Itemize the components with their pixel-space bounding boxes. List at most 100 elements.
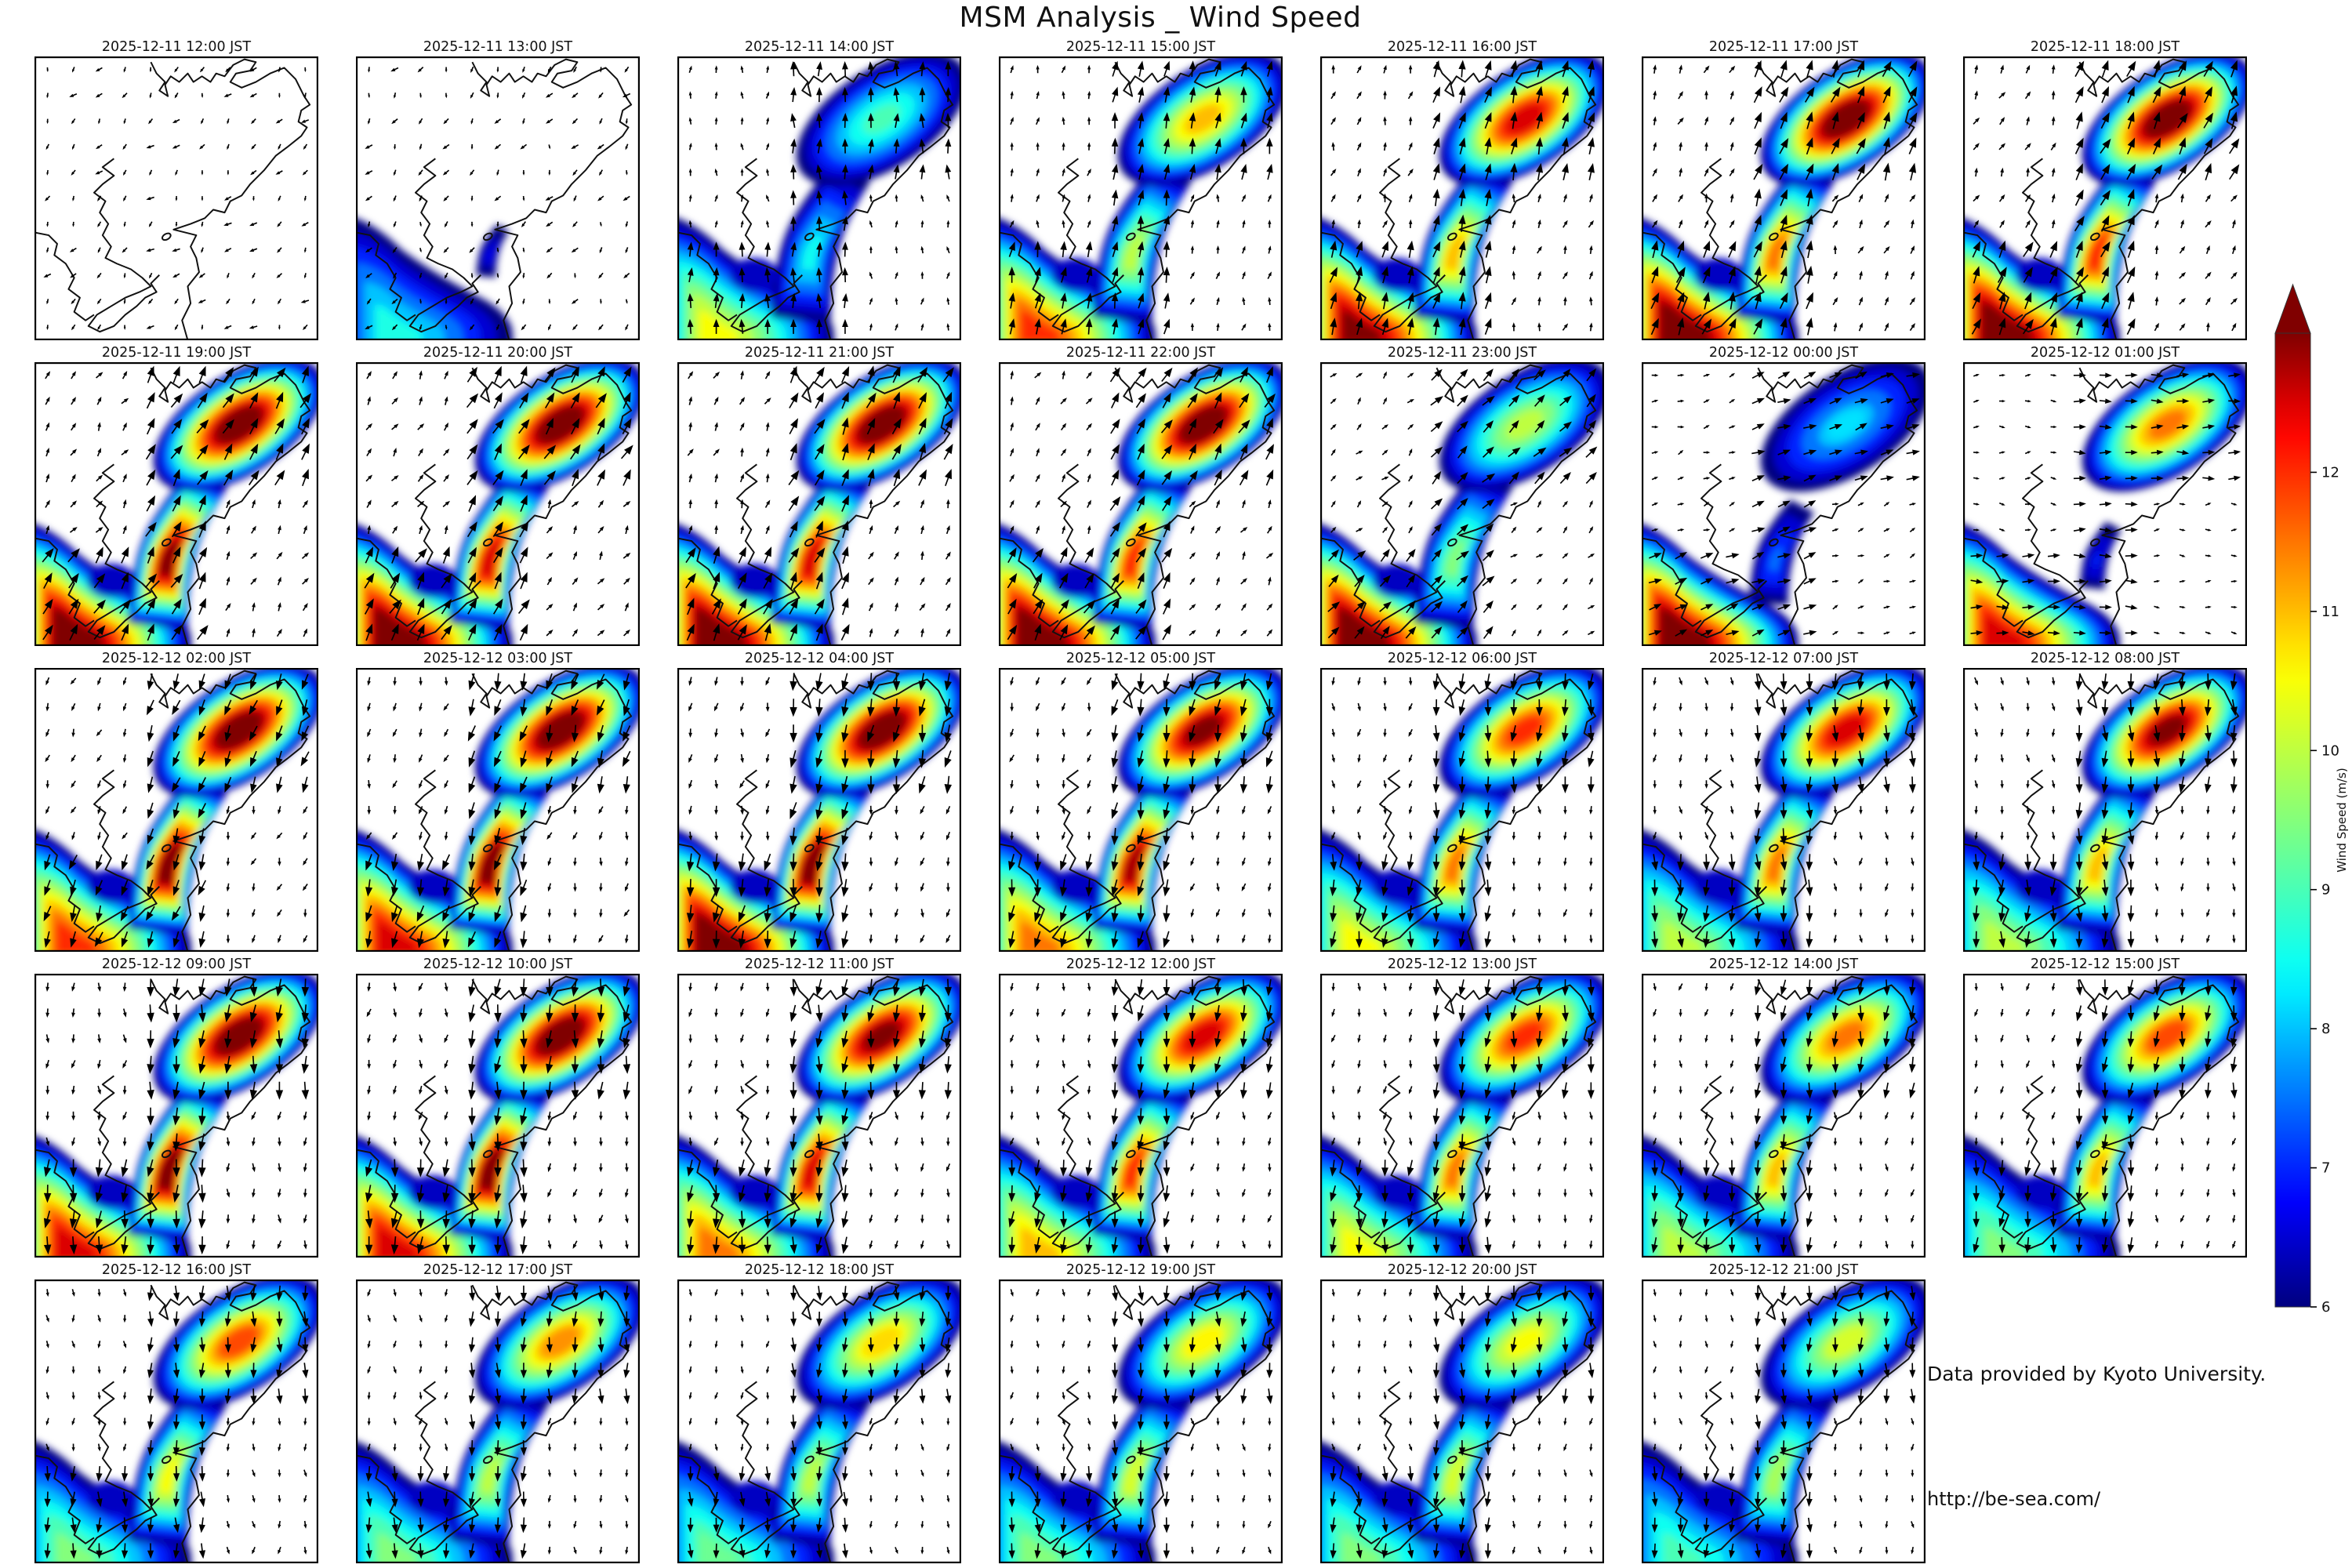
panel-map	[677, 1279, 961, 1563]
map-panel: 2025-12-12 16:00 JST	[34, 1262, 318, 1563]
wind-quiver	[1330, 1285, 1595, 1559]
panel-title: 2025-12-12 14:00 JST	[1708, 956, 1859, 972]
panel-map	[356, 1279, 640, 1563]
panel-map	[1963, 362, 2247, 646]
credit-provider: Data provided by Kyoto University.	[1927, 1363, 2267, 1385]
panel-title: 2025-12-12 09:00 JST	[101, 956, 252, 972]
panel-map	[34, 1279, 318, 1563]
map-panel: 2025-12-12 00:00 JST	[1642, 345, 1926, 646]
wind-quiver	[1007, 366, 1276, 641]
panel-title: 2025-12-11 19:00 JST	[101, 345, 252, 361]
panel-title: 2025-12-11 22:00 JST	[1065, 345, 1216, 361]
map-panel: 2025-12-11 12:00 JST	[34, 39, 318, 340]
panel-map	[356, 56, 640, 340]
panel-title: 2025-12-11 14:00 JST	[744, 39, 895, 55]
colorbar-tick-label: 11	[2321, 604, 2339, 620]
coastline	[1642, 364, 1918, 646]
panel-map	[34, 362, 318, 646]
colorbar: 6 7 8 9 10 11 12 Wind Speed (m/s)	[2258, 274, 2352, 1341]
panel-map	[677, 668, 961, 952]
wind-quiver	[43, 67, 310, 331]
wind-quiver	[1651, 1286, 1916, 1559]
figure-title: MSM Analysis _ Wind Speed	[959, 2, 1362, 34]
map-panel: 2025-12-11 19:00 JST	[34, 345, 318, 646]
wind-quiver	[42, 365, 312, 641]
panel-title: 2025-12-12 03:00 JST	[423, 651, 573, 666]
colorbar-tick-label: 8	[2321, 1021, 2330, 1037]
wind-quiver	[1330, 673, 1595, 949]
wind-quiver	[1651, 979, 1916, 1254]
map-panel: 2025-12-11 16:00 JST	[1320, 39, 1604, 340]
panel-title: 2025-12-12 10:00 JST	[423, 956, 573, 972]
panel-map	[999, 56, 1283, 340]
map-panel: 2025-12-11 21:00 JST	[677, 345, 961, 646]
colorbar-tick-label: 9	[2321, 882, 2330, 898]
panel-title: 2025-12-12 12:00 JST	[1065, 956, 1216, 972]
panel-map	[356, 362, 640, 646]
map-panel: 2025-12-12 04:00 JST	[677, 651, 961, 952]
panel-map	[1963, 56, 2247, 340]
panel-title: 2025-12-12 16:00 JST	[101, 1262, 252, 1278]
wind-quiver	[1008, 60, 1273, 335]
map-panel: 2025-12-11 15:00 JST	[999, 39, 1283, 340]
wind-quiver	[1008, 979, 1273, 1254]
wind-quiver	[685, 365, 954, 641]
panel-map	[34, 668, 318, 952]
wind-quiver	[44, 1285, 309, 1559]
map-panel: 2025-12-11 13:00 JST	[356, 39, 640, 340]
map-panel: 2025-12-12 05:00 JST	[999, 651, 1283, 952]
map-panel: 2025-12-12 17:00 JST	[356, 1262, 640, 1563]
map-panel: 2025-12-11 22:00 JST	[999, 345, 1283, 646]
map-panel: 2025-12-12 03:00 JST	[356, 651, 640, 952]
map-panel: 2025-12-12 02:00 JST	[34, 651, 318, 952]
wind-quiver	[1973, 979, 2238, 1254]
map-panel: 2025-12-12 21:00 JST	[1642, 1262, 1926, 1563]
panel-map	[677, 362, 961, 646]
wind-quiver	[365, 673, 631, 949]
panel-map	[1642, 362, 1926, 646]
map-panel: 2025-12-11 14:00 JST	[677, 39, 961, 340]
panel-title: 2025-12-12 01:00 JST	[2030, 345, 2180, 361]
panel-map	[1642, 56, 1926, 340]
wind-quiver	[687, 61, 952, 334]
panel-map	[1642, 668, 1926, 952]
map-panel: 2025-12-12 13:00 JST	[1320, 956, 1604, 1258]
panel-map	[999, 1279, 1283, 1563]
wind-quiver	[1008, 1285, 1273, 1559]
colorbar-over-arrow	[2274, 283, 2311, 334]
wind-speed-field	[34, 974, 318, 1258]
wind-quiver	[1648, 371, 1920, 637]
colorbar-axis-label: Wind Speed (m/s)	[2335, 768, 2349, 872]
map-panel: 2025-12-12 12:00 JST	[999, 956, 1283, 1258]
map-panel: 2025-12-12 19:00 JST	[999, 1262, 1283, 1563]
map-panel: 2025-12-11 18:00 JST	[1963, 39, 2247, 340]
panel-title: 2025-12-11 12:00 JST	[101, 39, 252, 55]
wind-quiver	[364, 365, 633, 641]
wind-speed-field	[1320, 362, 1604, 646]
panel-title: 2025-12-11 15:00 JST	[1065, 39, 1216, 55]
panel-map	[999, 974, 1283, 1258]
map-panel: 2025-12-12 20:00 JST	[1320, 1262, 1604, 1563]
map-panel: 2025-12-12 01:00 JST	[1963, 345, 2247, 646]
colorbar-svg: 6 7 8 9 10 11 12 Wind Speed (m/s)	[2274, 283, 2349, 1316]
wind-quiver	[687, 978, 952, 1254]
panel-title: 2025-12-11 13:00 JST	[423, 39, 573, 55]
map-panel: 2025-12-12 14:00 JST	[1642, 956, 1926, 1258]
panel-title: 2025-12-11 16:00 JST	[1387, 39, 1537, 55]
panel-title: 2025-12-11 18:00 JST	[2030, 39, 2180, 55]
panel-title: 2025-12-12 21:00 JST	[1708, 1262, 1859, 1278]
wind-quiver	[1651, 673, 1916, 949]
panel-map	[1963, 668, 2247, 952]
map-panel: 2025-12-12 06:00 JST	[1320, 651, 1604, 952]
wind-quiver	[1329, 60, 1595, 336]
map-panel: 2025-12-12 11:00 JST	[677, 956, 961, 1258]
wind-speed-field	[1320, 668, 1604, 952]
wind-quiver	[365, 66, 631, 331]
wind-quiver	[1327, 368, 1598, 640]
colorbar-tick-label: 7	[2321, 1160, 2330, 1177]
wind-quiver	[43, 978, 310, 1255]
map-panel: 2025-12-12 10:00 JST	[356, 956, 640, 1258]
wind-quiver	[1971, 60, 2240, 336]
panel-map	[356, 974, 640, 1258]
panel-title: 2025-12-12 19:00 JST	[1065, 1262, 1216, 1278]
